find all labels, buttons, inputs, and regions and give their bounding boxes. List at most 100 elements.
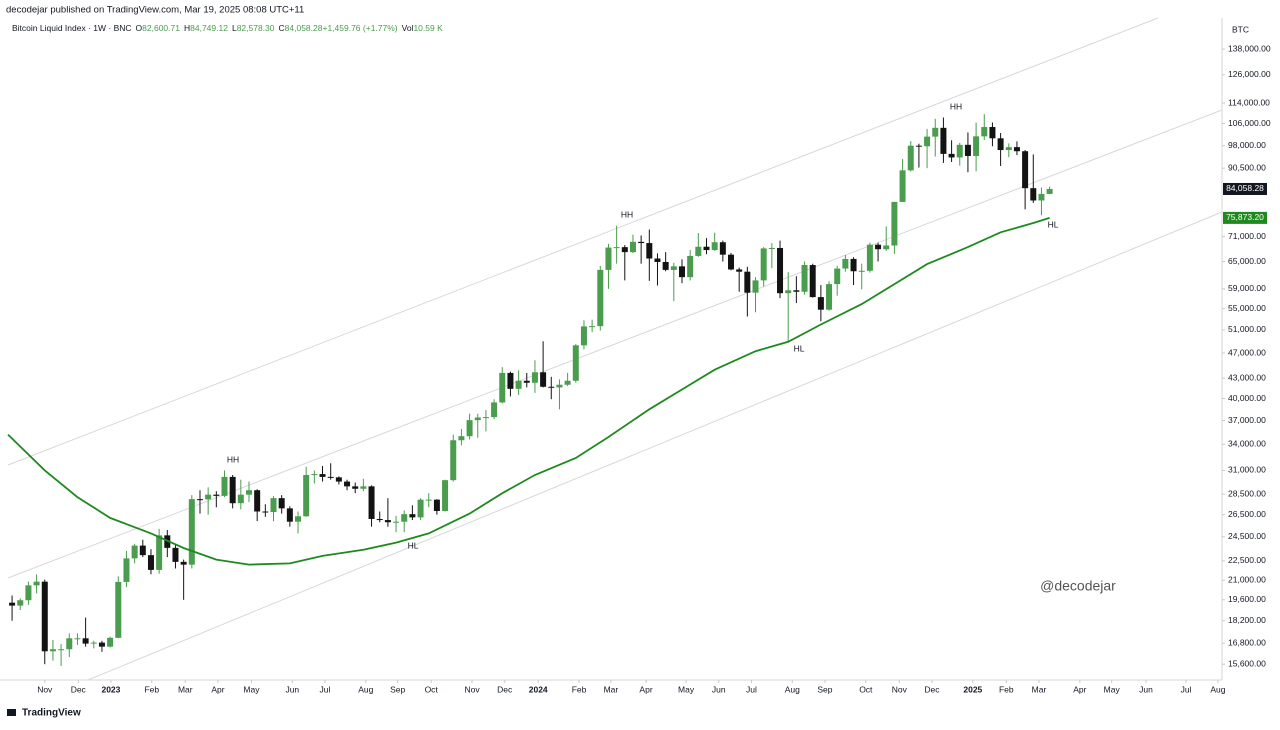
x-tick-label: Jul	[1181, 684, 1192, 694]
candle-body	[17, 600, 24, 606]
candle-body	[801, 265, 808, 292]
candle-body	[335, 477, 342, 482]
last-price-box	[1223, 182, 1267, 195]
candle-body	[768, 247, 775, 249]
candle-body	[188, 499, 195, 565]
candles	[9, 114, 1053, 667]
candle-body	[213, 494, 220, 496]
candle-body	[262, 511, 269, 513]
y-tick-label: 26,500.00	[1228, 509, 1266, 519]
candle-body	[1013, 147, 1020, 152]
y-tick-label: 55,000.00	[1228, 303, 1266, 313]
candle-body	[997, 138, 1004, 151]
y-tick-label: 19,600.00	[1228, 594, 1266, 604]
candle-body	[728, 254, 735, 270]
candle-body	[817, 297, 824, 310]
candle-body	[580, 326, 587, 346]
legend-key: C	[279, 23, 285, 33]
candle-body	[90, 642, 97, 644]
x-tick-label: Jul	[320, 684, 331, 694]
candle-body	[237, 494, 244, 504]
candle-body	[25, 585, 32, 601]
candle-body	[736, 269, 743, 272]
candle-body	[172, 547, 179, 562]
candle-body	[777, 247, 784, 294]
candle-body	[540, 372, 547, 387]
candle-body	[981, 127, 988, 137]
x-tick-label: Sep	[817, 684, 832, 694]
candle-body	[793, 290, 800, 292]
candle-body	[311, 474, 318, 476]
x-tick-label: Oct	[859, 684, 873, 694]
legend-value: 82,578.30	[237, 23, 275, 33]
candle-body	[531, 372, 538, 383]
candle-body	[433, 499, 440, 511]
candle-body	[221, 476, 228, 496]
candle-body	[515, 380, 522, 389]
candle-body	[41, 581, 48, 652]
candle-body	[613, 247, 620, 249]
x-tick-label: Dec	[497, 684, 513, 694]
candle-body	[507, 372, 514, 389]
candle-body	[491, 402, 498, 418]
y-tick-label: 16,800.00	[1228, 638, 1266, 648]
x-tick-label: Jul	[746, 684, 757, 694]
candle-body	[752, 280, 759, 293]
candle-body	[286, 508, 293, 522]
y-tick-label: 43,000.00	[1228, 372, 1266, 382]
candle-body	[9, 602, 16, 606]
candle-body	[523, 380, 530, 383]
candle-body	[376, 518, 383, 521]
candle-body	[678, 266, 685, 278]
x-tick-label: Aug	[1210, 684, 1225, 694]
candle-body	[180, 561, 187, 565]
candle-body	[809, 265, 816, 298]
candle-body	[49, 649, 56, 652]
x-tick-label: Mar	[178, 684, 193, 694]
candle-body	[719, 242, 726, 255]
candle-body	[989, 127, 996, 139]
logo-icon	[7, 709, 16, 716]
candle-body	[327, 476, 334, 478]
candle-body	[58, 649, 65, 651]
legend-key: H	[184, 23, 190, 33]
x-tick-label: Feb	[572, 684, 587, 694]
footer: TradingView	[22, 708, 81, 719]
last-price-label: 84,058.28	[1226, 183, 1264, 193]
channel-line	[7, 17, 1159, 466]
legend-value: 84,058.28	[285, 23, 323, 33]
x-tick-label: Sep	[390, 684, 405, 694]
channel-line	[87, 211, 1223, 681]
y-tick-label: 138,000.00	[1228, 43, 1271, 53]
y-tick-label: 51,000.00	[1228, 324, 1266, 334]
candle-body	[450, 440, 457, 481]
candle-body	[875, 244, 882, 250]
candle-body	[278, 498, 285, 509]
candle-body	[646, 243, 653, 259]
y-tick-label: 15,600.00	[1228, 658, 1266, 668]
candle-body	[924, 136, 931, 147]
y-tick-label: 106,000.00	[1228, 118, 1271, 128]
y-tick-label: 28,500.00	[1228, 488, 1266, 498]
legend-value: 10.59 K	[413, 23, 443, 33]
y-tick-label: 37,000.00	[1228, 415, 1266, 425]
x-tick-label: Jun	[285, 684, 299, 694]
legend: Bitcoin Liquid Index · 1W · BNC O82,600.7…	[12, 23, 443, 33]
candle-body	[915, 145, 922, 147]
candle-body	[196, 499, 203, 501]
candle-body	[703, 246, 710, 251]
candle-body	[760, 248, 767, 281]
y-tick-label: 98,000.00	[1228, 140, 1266, 150]
candle-body	[229, 476, 236, 504]
y-tick-label: 24,500.00	[1228, 531, 1266, 541]
y-tick-label: 71,000.00	[1228, 231, 1266, 241]
candle-body	[246, 490, 253, 495]
candle-body	[589, 326, 596, 328]
candle-body	[695, 246, 702, 256]
legend-title: Bitcoin Liquid Index · 1W · BNC	[12, 23, 132, 33]
ma-price-label: 75,873.20	[1226, 212, 1264, 222]
candle-body	[948, 153, 955, 158]
candle-body	[956, 144, 963, 158]
candle-body	[564, 380, 571, 385]
